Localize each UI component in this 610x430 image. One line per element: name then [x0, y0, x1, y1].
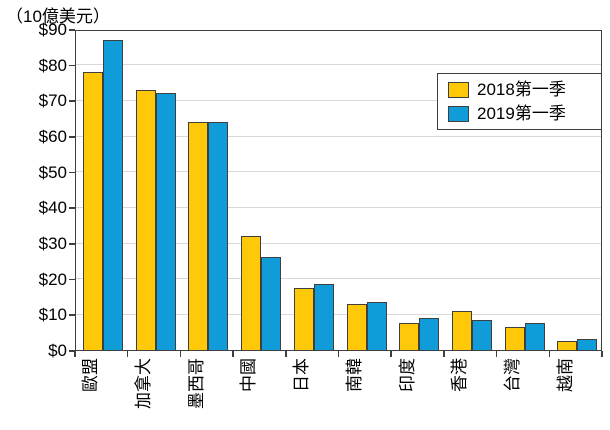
x-category-label-南韓: 南韓 — [344, 358, 364, 392]
bar-2019第一季-加拿大 — [155, 93, 176, 350]
legend-swatch-2018 — [448, 81, 469, 98]
legend-entry-2019: 2019第一季 — [448, 104, 601, 124]
x-tick — [601, 351, 603, 357]
y-tick-label: $0 — [48, 341, 67, 360]
x-category-label-中國: 中國 — [239, 358, 259, 392]
y-tick — [69, 29, 75, 31]
bar-2018第一季-香港 — [451, 310, 472, 350]
gridline — [76, 242, 601, 244]
y-tick-label: $80 — [38, 55, 67, 75]
gridline — [76, 278, 601, 280]
bar-2019第一季-日本 — [313, 284, 334, 350]
legend-swatch-2019 — [448, 105, 469, 122]
gridline — [76, 171, 601, 173]
x-category-label-印度: 印度 — [397, 358, 417, 392]
x-tick — [232, 351, 234, 357]
y-tick — [69, 171, 75, 174]
x-tick — [443, 351, 445, 357]
bar-2018第一季-南韓 — [346, 303, 367, 350]
y-tick — [69, 207, 75, 209]
bar-2019第一季-中國 — [261, 257, 282, 350]
x-tick — [285, 351, 287, 357]
y-tick-label: $90 — [38, 20, 67, 39]
y-tick — [69, 243, 75, 245]
bar-2019第一季-香港 — [471, 319, 492, 350]
x-category-label-越南: 越南 — [555, 358, 575, 392]
gridline — [76, 206, 601, 208]
y-tick — [69, 278, 75, 281]
x-category-label-香港: 香港 — [450, 358, 470, 392]
bar-2019第一季-越南 — [577, 339, 598, 350]
y-tick — [69, 350, 75, 352]
bar-2018第一季-中國 — [241, 235, 262, 350]
x-category-label-日本: 日本 — [292, 358, 312, 392]
y-tick-label: $10 — [38, 305, 67, 325]
y-tick-label: $30 — [38, 234, 67, 253]
x-tick — [126, 351, 129, 357]
bar-2019第一季-南韓 — [366, 301, 387, 350]
bar-2018第一季-越南 — [557, 341, 578, 350]
legend: 2018第一季 2019第一季 — [437, 73, 602, 130]
bar-2018第一季-印度 — [399, 323, 420, 350]
bar-2019第一季-墨西哥 — [208, 121, 229, 350]
gridline — [76, 313, 601, 315]
y-tick — [69, 100, 75, 102]
x-tick — [548, 351, 551, 357]
y-tick-label: $20 — [38, 269, 67, 289]
bar-2018第一季-墨西哥 — [188, 121, 209, 350]
x-tick — [495, 351, 498, 357]
y-tick-label: $40 — [38, 198, 67, 218]
y-tick — [69, 64, 75, 67]
x-tick — [74, 351, 76, 357]
bar-2018第一季-加拿大 — [135, 89, 156, 350]
bar-2019第一季-印度 — [419, 317, 440, 350]
bar-2018第一季-日本 — [293, 287, 314, 350]
legend-label-2019: 2019第一季 — [477, 103, 566, 123]
gridline — [76, 64, 601, 66]
legend-label-2018: 2018第一季 — [477, 79, 566, 99]
x-category-label-台灣: 台灣 — [502, 358, 522, 392]
bar-2018第一季-歐盟 — [83, 71, 103, 350]
x-tick — [179, 351, 182, 357]
chart-title: （10億美元） — [6, 7, 110, 26]
y-tick — [69, 314, 75, 316]
y-tick — [69, 136, 75, 138]
y-tick-label: $60 — [38, 127, 67, 146]
bar-2019第一季-歐盟 — [103, 39, 123, 350]
gridline — [76, 135, 601, 137]
bar-2019第一季-台灣 — [524, 323, 545, 350]
legend-entry-2018: 2018第一季 — [448, 80, 601, 100]
x-tick — [337, 351, 340, 357]
y-tick-label: $50 — [38, 162, 67, 182]
y-tick-label: $70 — [38, 91, 67, 111]
bar-2018第一季-台灣 — [504, 326, 525, 350]
x-category-label-墨西哥: 墨西哥 — [186, 358, 206, 409]
x-category-label-加拿大: 加拿大 — [134, 358, 154, 409]
gridline — [76, 99, 601, 101]
x-tick — [390, 351, 392, 357]
x-category-label-歐盟: 歐盟 — [81, 358, 101, 392]
